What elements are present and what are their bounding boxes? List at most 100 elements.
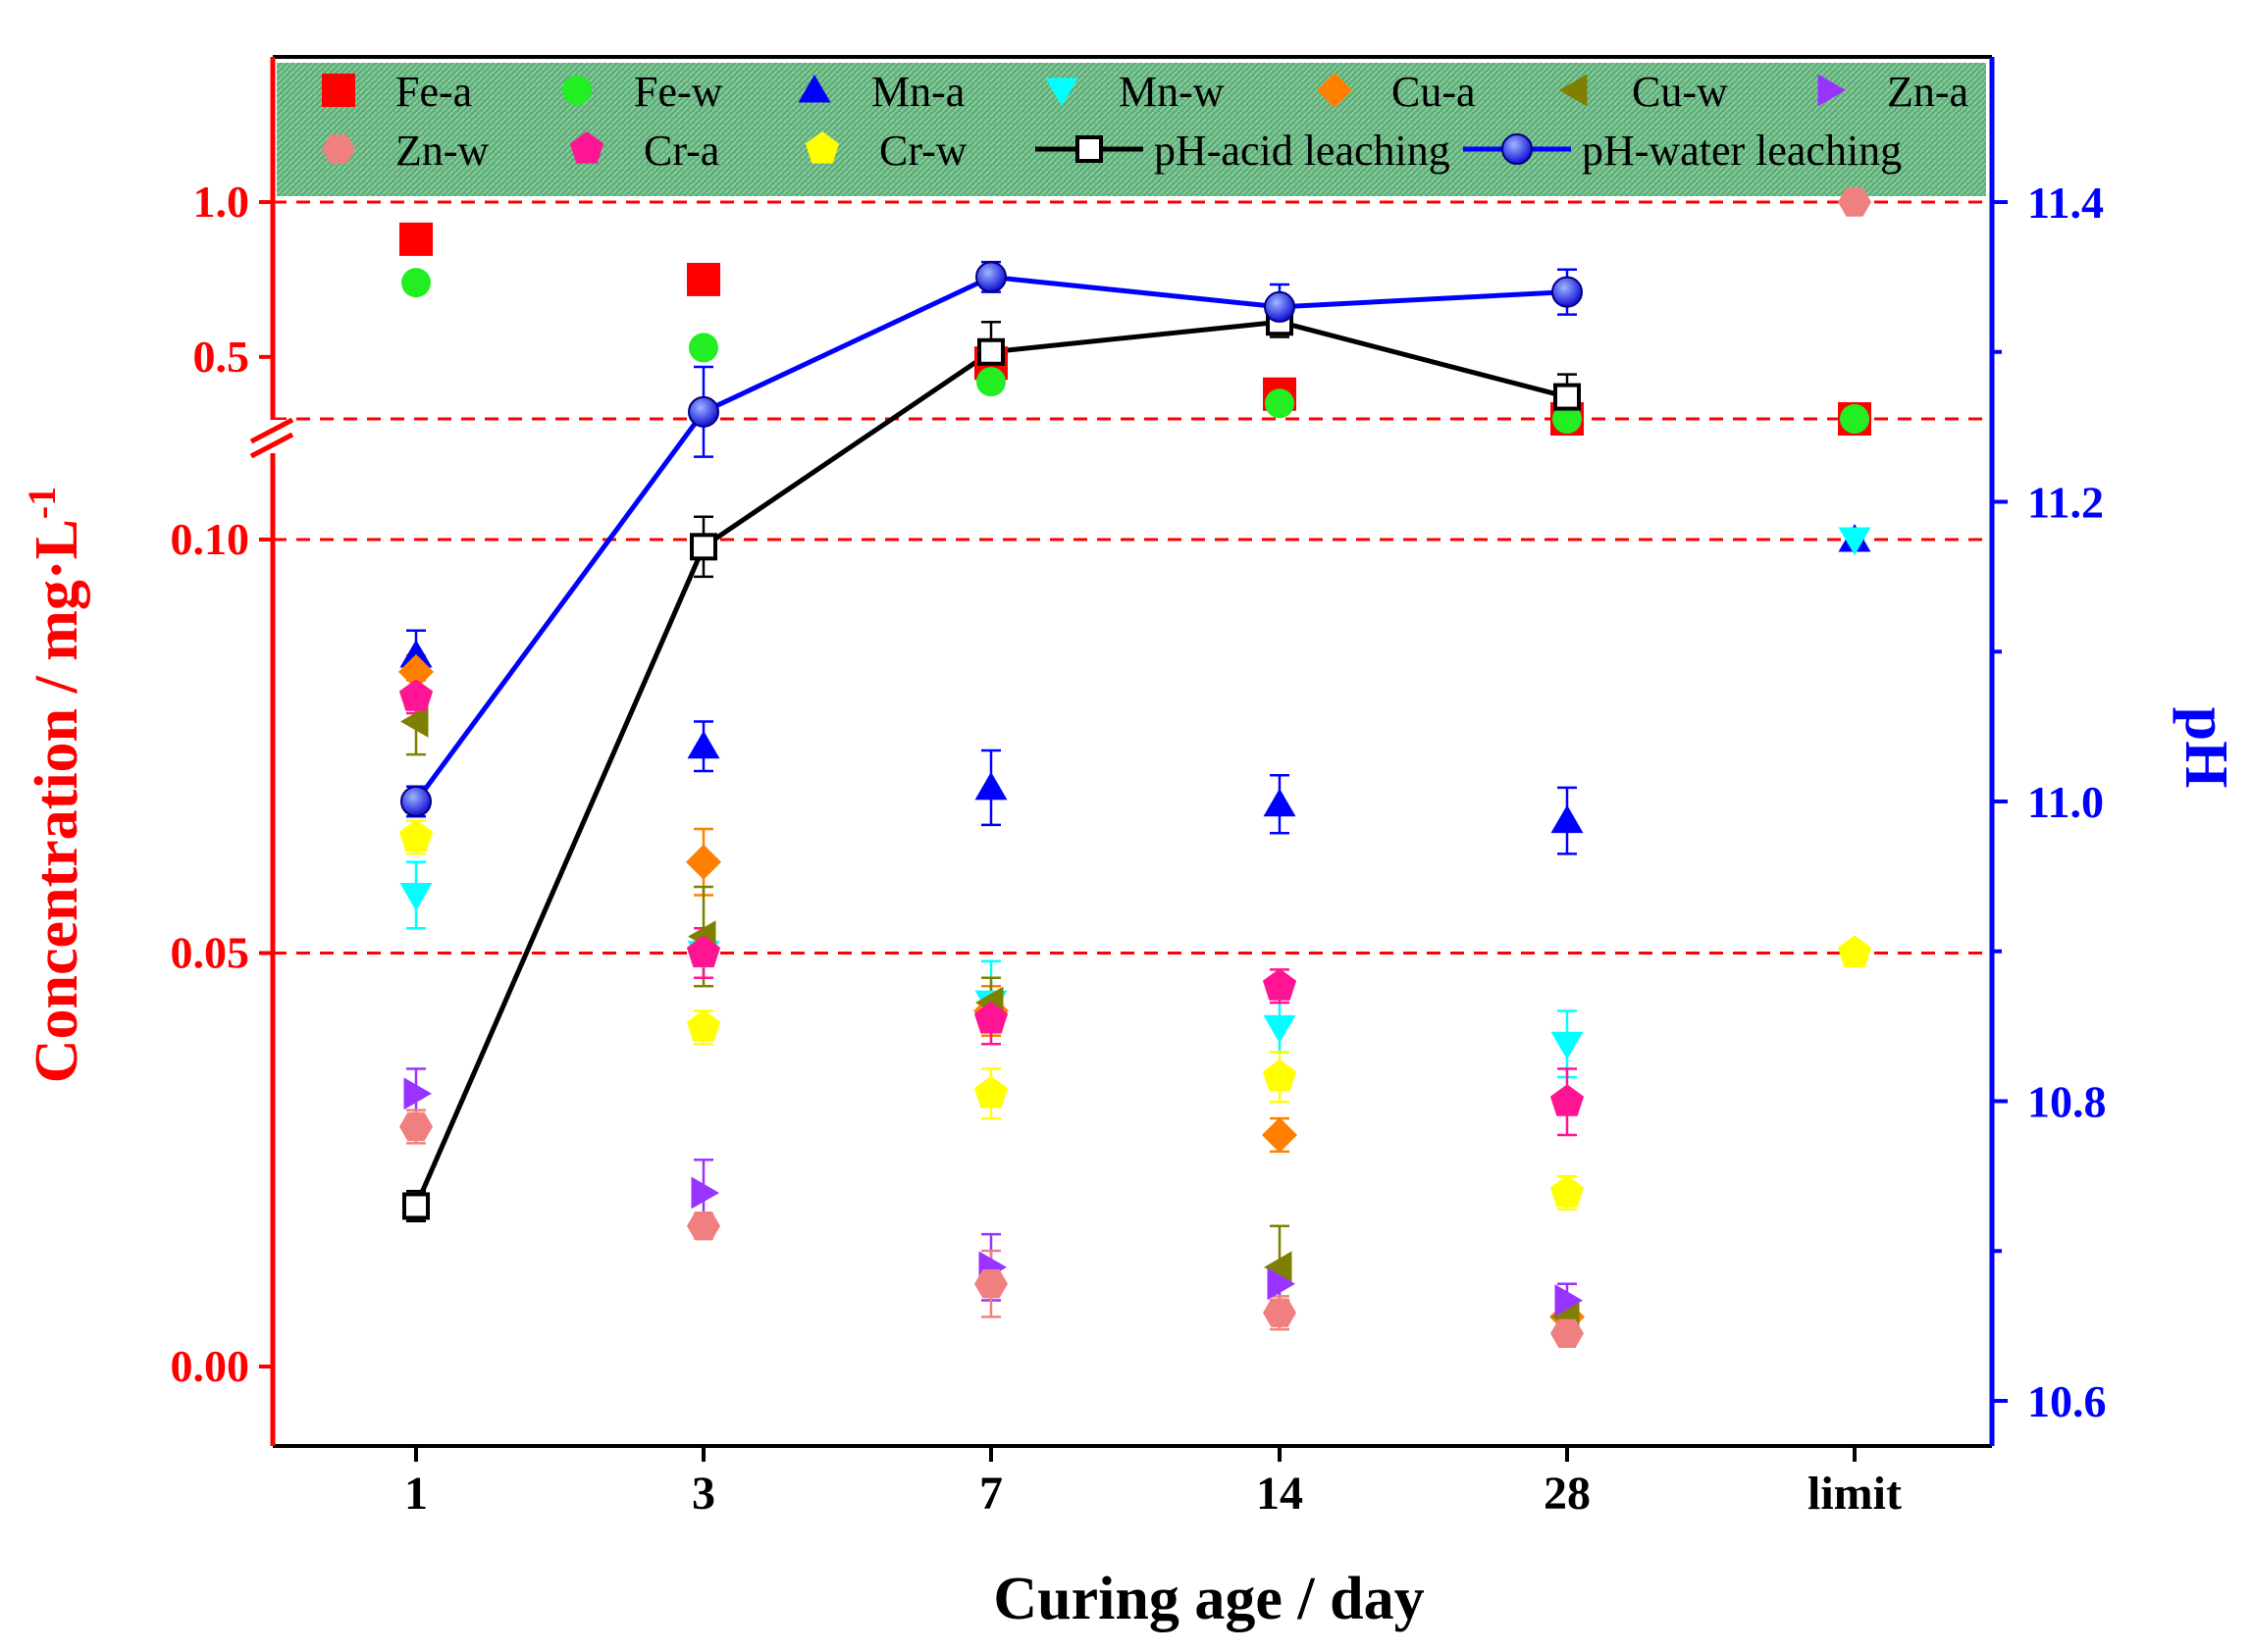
point-ph-water-leaching-7 [975, 261, 1007, 293]
x-axis-ticks: 1 3 7 14 28 limit [404, 1446, 1902, 1520]
point-cr-w-3 [686, 1009, 721, 1042]
point-fe-a-3 [687, 262, 720, 296]
left-axis-title-sup: -1 [20, 487, 64, 519]
right-tick-label-10.6: 10.6 [2027, 1376, 2107, 1426]
left-tick-label-0.10: 0.10 [171, 514, 250, 564]
legend-marker-fe-w [562, 76, 592, 105]
point-cr-w-limit [1837, 935, 1872, 968]
point-fe-w-28 [1552, 404, 1582, 434]
point-zn-a-1 [403, 1077, 432, 1110]
right-tick-label-11.0: 11.0 [2027, 777, 2104, 827]
point-ph-water-leaching-1 [400, 786, 432, 817]
point-cu-a-3 [686, 844, 721, 880]
legend-item-fe-w: Fe-w [562, 68, 723, 116]
legend-label-mn-a: Mn-a [871, 68, 965, 116]
x-tick-label-limit: limit [1807, 1468, 1902, 1520]
right-tick-label-11.4: 11.4 [2027, 178, 2104, 228]
point-mn-a-7 [974, 771, 1008, 800]
left-tick-label-0.00: 0.00 [171, 1341, 250, 1391]
point-cr-a-14 [1262, 968, 1297, 1001]
legend-label-fe-a: Fe-a [395, 68, 472, 116]
point-cr-w-14 [1262, 1059, 1297, 1092]
point-zn-w-28 [1550, 1318, 1584, 1348]
point-cr-a-1 [398, 679, 434, 711]
legend-item-ph-acid-leaching: pH-acid leaching [1035, 127, 1450, 175]
point-zn-a-3 [691, 1176, 719, 1210]
legend-label-ph-water-leaching: pH-water leaching [1582, 127, 1902, 175]
point-fe-w-3 [689, 333, 718, 363]
point-fe-w-limit [1840, 404, 1869, 434]
left-axis-title: Concentration / mg·L-1 [20, 487, 91, 1084]
point-cr-a-3 [686, 935, 721, 968]
x-tick-label-1: 1 [404, 1468, 428, 1520]
point-cu-w-1 [400, 705, 429, 738]
point-mn-a-3 [687, 730, 720, 759]
legend-item-ph-water-leaching: pH-water leaching [1463, 127, 1902, 175]
legend-item-fe-a: Fe-a [322, 68, 472, 116]
data-markers [398, 187, 1872, 1348]
left-tick-label-1.0: 1.0 [193, 177, 250, 227]
legend-item-cu-a: Cu-a [1317, 68, 1476, 116]
legend-label-cu-w: Cu-w [1632, 68, 1728, 116]
legend-marker-fe-a [322, 74, 355, 107]
x-tick-label-7: 7 [979, 1468, 1003, 1520]
point-ph-water-leaching-28 [1551, 276, 1583, 308]
legend-label-ph-acid-leaching: pH-acid leaching [1154, 127, 1450, 175]
point-cr-a-7 [973, 1001, 1009, 1034]
legend-marker-zn-w [322, 134, 355, 164]
legend-label-cr-w: Cr-w [879, 127, 968, 175]
legend-label-mn-w: Mn-w [1119, 68, 1225, 116]
point-cu-a-14 [1262, 1117, 1297, 1153]
legend-item-mn-w: Mn-w [1045, 68, 1225, 116]
legend-marker-cr-w [805, 131, 840, 164]
point-zn-w-1 [399, 1111, 433, 1142]
point-fe-w-1 [401, 268, 431, 298]
x-tick-label-3: 3 [692, 1468, 715, 1520]
legend: Fe-a Fe-w Mn-a Mn-w Cu-a Cu-w Zn-a Zn-w Cr-a Cr-w… [322, 68, 1968, 175]
point-cu-a-1 [398, 653, 434, 690]
legend-item-cu-w: Cu-w [1559, 68, 1728, 116]
legend-marker-cr-a [569, 131, 604, 164]
point-fe-a-1 [399, 222, 433, 256]
legend-label-zn-a: Zn-a [1887, 68, 1968, 116]
point-zn-w-14 [1263, 1298, 1296, 1327]
reference-lines [273, 200, 1992, 955]
left-axis-ticks: 0.00 0.05 0.10 0.5 1.0 [171, 177, 273, 1391]
point-mn-w-14 [1263, 1014, 1296, 1044]
point-cr-a-28 [1549, 1084, 1585, 1116]
point-zn-a-14 [1267, 1267, 1295, 1301]
point-cr-w-1 [398, 819, 434, 852]
point-mn-w-28 [1550, 1031, 1584, 1060]
right-tick-label-10.8: 10.8 [2027, 1077, 2107, 1127]
point-ph-acid-leaching-1 [402, 1192, 430, 1220]
point-zn-w-limit [1838, 187, 1871, 217]
left-axis-title-main: Concentration / mg·L [24, 519, 90, 1083]
legend-item-zn-w: Zn-w [322, 127, 490, 175]
legend-label-cr-a: Cr-a [644, 127, 719, 175]
legend-label-cu-a: Cu-a [1391, 68, 1476, 116]
legend-marker-mn-w [1045, 77, 1078, 106]
left-tick-label-0.5: 0.5 [193, 332, 250, 382]
point-mn-w-1 [399, 883, 433, 911]
point-fe-w-14 [1265, 388, 1294, 419]
right-tick-label-11.2: 11.2 [2027, 478, 2104, 528]
legend-item-zn-a: Zn-a [1817, 68, 1968, 116]
legend-marker-cu-a [1317, 73, 1352, 108]
left-tick-label-0.05: 0.05 [171, 928, 250, 978]
point-fe-w-7 [976, 367, 1006, 397]
point-cr-w-28 [1549, 1175, 1585, 1208]
point-ph-acid-leaching-28 [1553, 383, 1581, 411]
right-axis-title: pH [2173, 707, 2239, 789]
legend-item-cr-w: Cr-w [805, 127, 968, 175]
legend-label-zn-w: Zn-w [395, 127, 490, 175]
point-mn-a-28 [1550, 804, 1584, 834]
axis-break [249, 417, 294, 459]
point-mn-a-1 [399, 640, 433, 668]
point-cu-w-14 [1264, 1251, 1292, 1284]
point-cr-w-7 [973, 1075, 1009, 1109]
point-ph-water-leaching-14 [1264, 290, 1295, 323]
legend-label-fe-w: Fe-w [634, 68, 723, 116]
x-axis-title: Curing age / day [993, 1566, 1424, 1632]
